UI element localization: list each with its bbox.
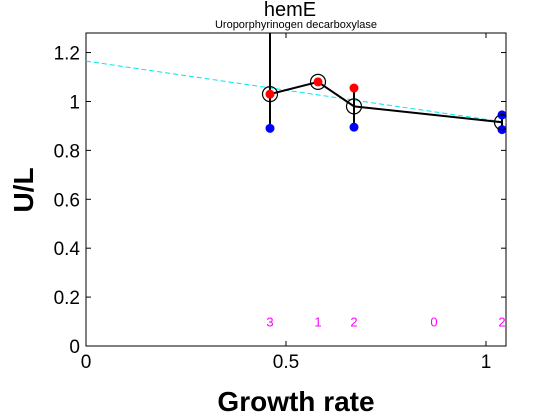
x-axis-label: Growth rate [217, 386, 374, 417]
plot-marks: 3 1 2 0 2 [86, 33, 506, 330]
x-tick-label: 1 [481, 352, 492, 373]
mean-point [309, 73, 327, 91]
y-tick-label: 1.2 [54, 44, 80, 65]
y-tick-label: 0.2 [54, 288, 80, 309]
y-tick-label: 0 [69, 337, 80, 358]
y-tick-label: 0.8 [54, 141, 80, 162]
mean-point [493, 114, 506, 131]
count-label: 0 [430, 315, 437, 330]
y-tick-label: 0.6 [54, 190, 80, 211]
red-point [265, 89, 275, 99]
y-tick-label: 1 [69, 92, 80, 113]
x-tick-label: 0 [81, 352, 92, 373]
red-point [349, 83, 359, 93]
blue-point [265, 123, 275, 133]
count-label: 1 [314, 315, 321, 330]
fit-line [86, 60, 506, 123]
axes-box [85, 32, 507, 347]
chart-title: hemE [264, 0, 316, 21]
x-tick-label: 0.5 [273, 352, 299, 373]
chart-subtitle: Uroporphyrinogen decarboxylase [215, 19, 377, 31]
count-label: 2 [350, 315, 357, 330]
plot-area: 0 0.5 1 0 0.2 0.4 0.6 0.8 1 1.2 3 1 2 0 2 [54, 32, 507, 373]
mean-point [261, 86, 279, 103]
mean-series-line [269, 80, 503, 124]
y-axis-label: U/L [8, 167, 39, 212]
mean-point [345, 98, 363, 115]
blue-point [349, 122, 359, 132]
count-label: 3 [266, 315, 273, 330]
count-label: 2 [498, 315, 505, 330]
y-tick-label: 0.4 [54, 239, 81, 260]
red-point [313, 77, 323, 87]
